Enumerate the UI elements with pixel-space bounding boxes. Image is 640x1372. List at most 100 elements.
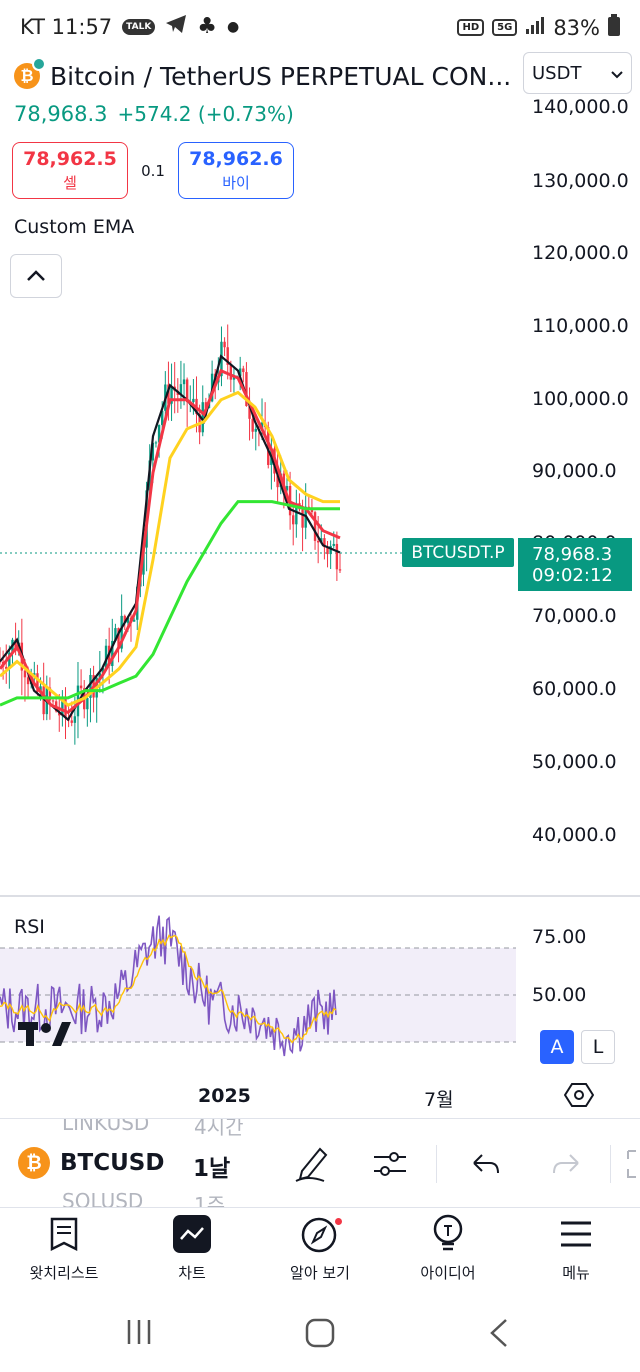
drawing-pen-icon[interactable]: [294, 1145, 330, 1187]
candle-body: [120, 615, 123, 649]
symbol-title[interactable]: Bitcoin / TetherUS PERPETUAL CON...: [50, 61, 512, 91]
candle-body: [254, 428, 257, 432]
sell-price: 78,962.5: [23, 148, 117, 170]
candle-body: [170, 386, 173, 404]
trade-row: 78,962.5 셀 0.1 78,962.6 바이: [12, 142, 294, 199]
candle-body: [232, 376, 236, 380]
back-icon[interactable]: [488, 1318, 510, 1352]
system-nav-bar: [0, 1300, 640, 1372]
candle-body: [101, 667, 105, 674]
rsi-label[interactable]: RSI: [14, 916, 45, 938]
toolbar-separator: [436, 1145, 437, 1183]
telegram-icon: [165, 14, 187, 39]
chevron-up-icon: [26, 267, 46, 286]
currency-select[interactable]: USDT: [523, 52, 632, 94]
candle-body: [329, 545, 332, 555]
candle-body: [51, 700, 55, 702]
candle-body: [182, 379, 186, 385]
recent-apps-icon[interactable]: [126, 1318, 154, 1350]
tradingview-logo-icon: [18, 1020, 72, 1056]
candle-body: [114, 628, 117, 641]
symbol-price-tag: BTCUSDT.P: [402, 538, 514, 567]
fullscreen-icon[interactable]: [626, 1145, 640, 1187]
status-bar: KT 11:57 TALK ♣ ● HD 5G 83%: [0, 0, 640, 56]
last-price-tag-value: 78,968.3: [532, 543, 613, 565]
chart-settings-icon[interactable]: [563, 1080, 595, 1114]
last-price: 78,968.3: [14, 102, 108, 126]
candle-body: [167, 384, 170, 404]
ema-line-2: [0, 390, 340, 707]
y-tick: 120,000.0: [532, 242, 629, 264]
collapse-indicators-button[interactable]: [10, 254, 62, 298]
candle-body: [61, 698, 64, 716]
nav-ideas[interactable]: 아이디어: [384, 1210, 512, 1298]
y-tick: 50,000.0: [532, 751, 617, 773]
symbol-picker[interactable]: ₿ BTCUSDT.P: [18, 1147, 164, 1179]
home-icon[interactable]: [305, 1318, 335, 1352]
candle-body: [335, 543, 339, 570]
candle-body: [39, 686, 42, 692]
candle-body: [316, 540, 320, 543]
y-tick: 100,000.0: [532, 388, 629, 410]
candle-body: [0, 661, 2, 663]
y-tick: 60,000.0: [532, 678, 617, 700]
bitcoin-logo-icon: ₿: [18, 1147, 50, 1179]
bitcoin-logo-icon: ₿: [14, 57, 46, 89]
candle-body: [204, 402, 208, 408]
x-tick-year: 2025: [198, 1085, 251, 1107]
next-interval-ghost: 1주: [194, 1193, 226, 1208]
buy-price: 78,962.6: [189, 148, 283, 170]
candle-body: [161, 410, 164, 426]
buy-button[interactable]: 78,962.6 바이: [178, 142, 294, 199]
nav-chart[interactable]: 차트: [128, 1210, 256, 1298]
log-scale-button[interactable]: L: [581, 1030, 615, 1064]
symbol-header[interactable]: ₿ Bitcoin / TetherUS PERPETUAL CON...: [14, 57, 514, 94]
more-dot-icon: ●: [227, 18, 240, 35]
interval-picker[interactable]: 1날: [193, 1156, 231, 1182]
candle-body: [229, 364, 233, 380]
price-change: +574.2 (+0.73%): [117, 102, 294, 126]
indicator-name[interactable]: Custom EMA: [14, 216, 135, 238]
hd-icon: HD: [457, 19, 485, 36]
candle-body: [89, 674, 92, 698]
candle-body: [292, 515, 295, 525]
candle-body: [126, 617, 130, 623]
indicator-settings-icon[interactable]: [372, 1145, 408, 1187]
lightbulb-icon: [431, 1214, 465, 1258]
y-tick: 110,000.0: [532, 315, 629, 337]
chart-toolbar: LINKUSD 4시간 ₿ BTCUSDT.P 1날 SOLUSD 1주: [0, 1118, 640, 1208]
candle-body: [285, 485, 289, 491]
battery-percent: 83%: [553, 15, 600, 40]
ema-line-3: [0, 500, 340, 707]
nav-label: 알아 보기: [290, 1264, 350, 1282]
nav-menu[interactable]: 메뉴: [512, 1210, 640, 1298]
club-icon: ♣: [197, 14, 218, 39]
candle-body: [5, 666, 8, 669]
nav-explore[interactable]: 알아 보기: [256, 1210, 384, 1298]
hamburger-menu-icon: [559, 1220, 593, 1252]
spread-value: 0.1: [141, 161, 165, 180]
currency-value: USDT: [532, 62, 582, 84]
bottom-nav: 왓치리스트 차트 알아 보기 아이디어 메: [0, 1210, 640, 1298]
undo-icon[interactable]: [470, 1145, 500, 1187]
nav-watchlist[interactable]: 왓치리스트: [0, 1210, 128, 1298]
next-symbol-ghost: SOLUSD: [62, 1189, 144, 1208]
redo-icon[interactable]: [552, 1145, 582, 1187]
sell-button[interactable]: 78,962.5 셀: [12, 142, 128, 199]
rsi-line: [0, 915, 337, 1057]
ema-line-1: [0, 368, 341, 715]
last-price-tag: 78,968.3 09:02:12: [518, 538, 632, 591]
notification-dot: [333, 1216, 344, 1227]
prev-symbol-ghost: LINKUSD: [62, 1118, 150, 1135]
x-tick-month: 7월: [424, 1089, 454, 1111]
rsi-tick-mid: 50.00: [532, 984, 587, 1006]
price-chart[interactable]: [0, 92, 640, 1118]
candle-body: [151, 442, 155, 461]
buy-label: 바이: [222, 174, 250, 192]
y-tick: 140,000.0: [532, 96, 629, 118]
auto-scale-button[interactable]: A: [540, 1030, 574, 1064]
candle-body: [64, 698, 67, 718]
carrier-time: KT 11:57: [20, 14, 113, 39]
candle-body: [185, 379, 189, 403]
candle-body: [313, 512, 317, 541]
